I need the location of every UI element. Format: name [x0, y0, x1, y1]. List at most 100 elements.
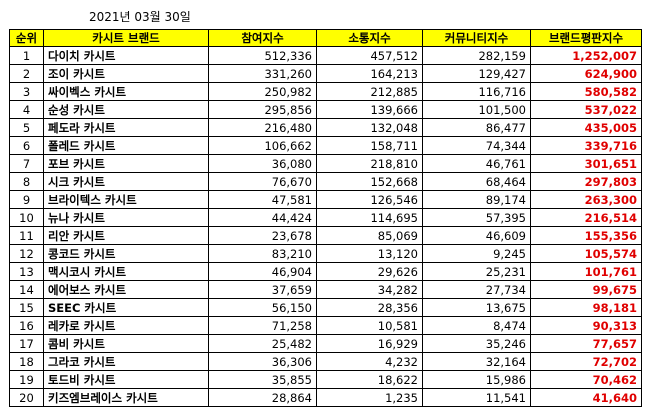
reputation-cell: 105,574 — [530, 244, 642, 263]
table-row: 8 시크 카시트 76,670 152,668 68,464 297,803 — [9, 172, 642, 191]
communication-cell: 29,626 — [316, 262, 423, 281]
participation-cell: 512,336 — [208, 46, 317, 65]
reputation-cell: 339,716 — [530, 136, 642, 155]
table-row: 5 페도라 카시트 216,480 132,048 86,477 435,005 — [9, 118, 642, 137]
community-cell: 9,245 — [422, 244, 531, 263]
table-body: 1 다이치 카시트 512,336 457,512 282,159 1,252,007 2 조… — [9, 46, 642, 407]
header-brand: 카시트 브랜드 — [43, 29, 209, 47]
reputation-cell: 101,761 — [530, 262, 642, 281]
brand-cell: 콩코드 카시트 — [43, 244, 209, 263]
communication-cell: 85,069 — [316, 226, 423, 245]
brand-cell: 페도라 카시트 — [43, 118, 209, 137]
brand-cell: 그라코 카시트 — [43, 352, 209, 371]
rank-cell: 4 — [9, 100, 44, 119]
community-cell: 8,474 — [422, 316, 531, 335]
brand-cell: 순성 카시트 — [43, 100, 209, 119]
communication-cell: 114,695 — [316, 208, 423, 227]
table-row: 12 콩코드 카시트 83,210 13,120 9,245 105,574 — [9, 244, 642, 263]
table-row: 3 싸이벡스 카시트 250,982 212,885 116,716 580,582 — [9, 82, 642, 101]
rank-cell: 1 — [9, 46, 44, 65]
table-row: 18 그라코 카시트 36,306 4,232 32,164 72,702 — [9, 352, 642, 371]
reputation-cell: 90,313 — [530, 316, 642, 335]
table-row: 17 콤비 카시트 25,482 16,929 35,246 77,657 — [9, 334, 642, 353]
rank-cell: 15 — [9, 298, 44, 317]
brand-cell: SEEC 카시트 — [43, 298, 209, 317]
communication-cell: 16,929 — [316, 334, 423, 353]
communication-cell: 152,668 — [316, 172, 423, 191]
rank-cell: 18 — [9, 352, 44, 371]
community-cell: 11,541 — [422, 388, 531, 407]
brand-cell: 브라이텍스 카시트 — [43, 190, 209, 209]
brand-cell: 시크 카시트 — [43, 172, 209, 191]
participation-cell: 71,258 — [208, 316, 317, 335]
communication-cell: 158,711 — [316, 136, 423, 155]
brand-cell: 조이 카시트 — [43, 64, 209, 83]
participation-cell: 47,581 — [208, 190, 317, 209]
participation-cell: 250,982 — [208, 82, 317, 101]
table-row: 1 다이치 카시트 512,336 457,512 282,159 1,252,007 — [9, 46, 642, 65]
community-cell: 27,734 — [422, 280, 531, 299]
rank-cell: 12 — [9, 244, 44, 263]
participation-cell: 36,306 — [208, 352, 317, 371]
table-row: 10 뉴나 카시트 44,424 114,695 57,395 216,514 — [9, 208, 642, 227]
rank-cell: 16 — [9, 316, 44, 335]
table-row: 6 폴레드 카시트 106,662 158,711 74,344 339,716 — [9, 136, 642, 155]
reputation-cell: 70,462 — [530, 370, 642, 389]
brand-cell: 에어보스 카시트 — [43, 280, 209, 299]
brand-cell: 레카로 카시트 — [43, 316, 209, 335]
table-row: 7 포브 카시트 36,080 218,810 46,761 301,651 — [9, 154, 642, 173]
table-header-row: 순위 카시트 브랜드 참여지수 소통지수 커뮤니티지수 브랜드평판지수 — [9, 29, 642, 47]
table-row: 13 맥시코시 카시트 46,904 29,626 25,231 101,761 — [9, 262, 642, 281]
community-cell: 68,464 — [422, 172, 531, 191]
table-row: 15 SEEC 카시트 56,150 28,356 13,675 98,181 — [9, 298, 642, 317]
community-cell: 13,675 — [422, 298, 531, 317]
participation-cell: 35,855 — [208, 370, 317, 389]
participation-cell: 23,678 — [208, 226, 317, 245]
reputation-cell: 72,702 — [530, 352, 642, 371]
table-row: 20 키즈엠브레이스 카시트 28,864 1,235 11,541 41,640 — [9, 388, 642, 407]
community-cell: 74,344 — [422, 136, 531, 155]
brand-ranking-table: 순위 카시트 브랜드 참여지수 소통지수 커뮤니티지수 브랜드평판지수 1 다이치… — [9, 29, 642, 407]
reputation-cell: 435,005 — [530, 118, 642, 137]
rank-cell: 6 — [9, 136, 44, 155]
brand-cell: 다이치 카시트 — [43, 46, 209, 65]
header-community: 커뮤니티지수 — [422, 29, 531, 47]
communication-cell: 212,885 — [316, 82, 423, 101]
community-cell: 101,500 — [422, 100, 531, 119]
communication-cell: 218,810 — [316, 154, 423, 173]
communication-cell: 139,666 — [316, 100, 423, 119]
brand-cell: 리안 카시트 — [43, 226, 209, 245]
reputation-cell: 1,252,007 — [530, 46, 642, 65]
rank-cell: 14 — [9, 280, 44, 299]
reputation-cell: 77,657 — [530, 334, 642, 353]
table-row: 4 순성 카시트 295,856 139,666 101,500 537,022 — [9, 100, 642, 119]
reputation-cell: 537,022 — [530, 100, 642, 119]
brand-cell: 뉴나 카시트 — [43, 208, 209, 227]
participation-cell: 44,424 — [208, 208, 317, 227]
table-row: 19 토드비 카시트 35,855 18,622 15,986 70,462 — [9, 370, 642, 389]
communication-cell: 164,213 — [316, 64, 423, 83]
header-participation: 참여지수 — [208, 29, 317, 47]
participation-cell: 76,670 — [208, 172, 317, 191]
report-date: 2021년 03월 30일 — [89, 10, 191, 24]
community-cell: 129,427 — [422, 64, 531, 83]
reputation-cell: 301,651 — [530, 154, 642, 173]
participation-cell: 295,856 — [208, 100, 317, 119]
communication-cell: 13,120 — [316, 244, 423, 263]
brand-cell: 폴레드 카시트 — [43, 136, 209, 155]
rank-cell: 7 — [9, 154, 44, 173]
reputation-cell: 155,356 — [530, 226, 642, 245]
rank-cell: 3 — [9, 82, 44, 101]
brand-cell: 맥시코시 카시트 — [43, 262, 209, 281]
brand-cell: 콤비 카시트 — [43, 334, 209, 353]
communication-cell: 126,546 — [316, 190, 423, 209]
rank-cell: 11 — [9, 226, 44, 245]
reputation-cell: 263,300 — [530, 190, 642, 209]
participation-cell: 28,864 — [208, 388, 317, 407]
reputation-cell: 216,514 — [530, 208, 642, 227]
community-cell: 32,164 — [422, 352, 531, 371]
participation-cell: 106,662 — [208, 136, 317, 155]
community-cell: 116,716 — [422, 82, 531, 101]
communication-cell: 4,232 — [316, 352, 423, 371]
